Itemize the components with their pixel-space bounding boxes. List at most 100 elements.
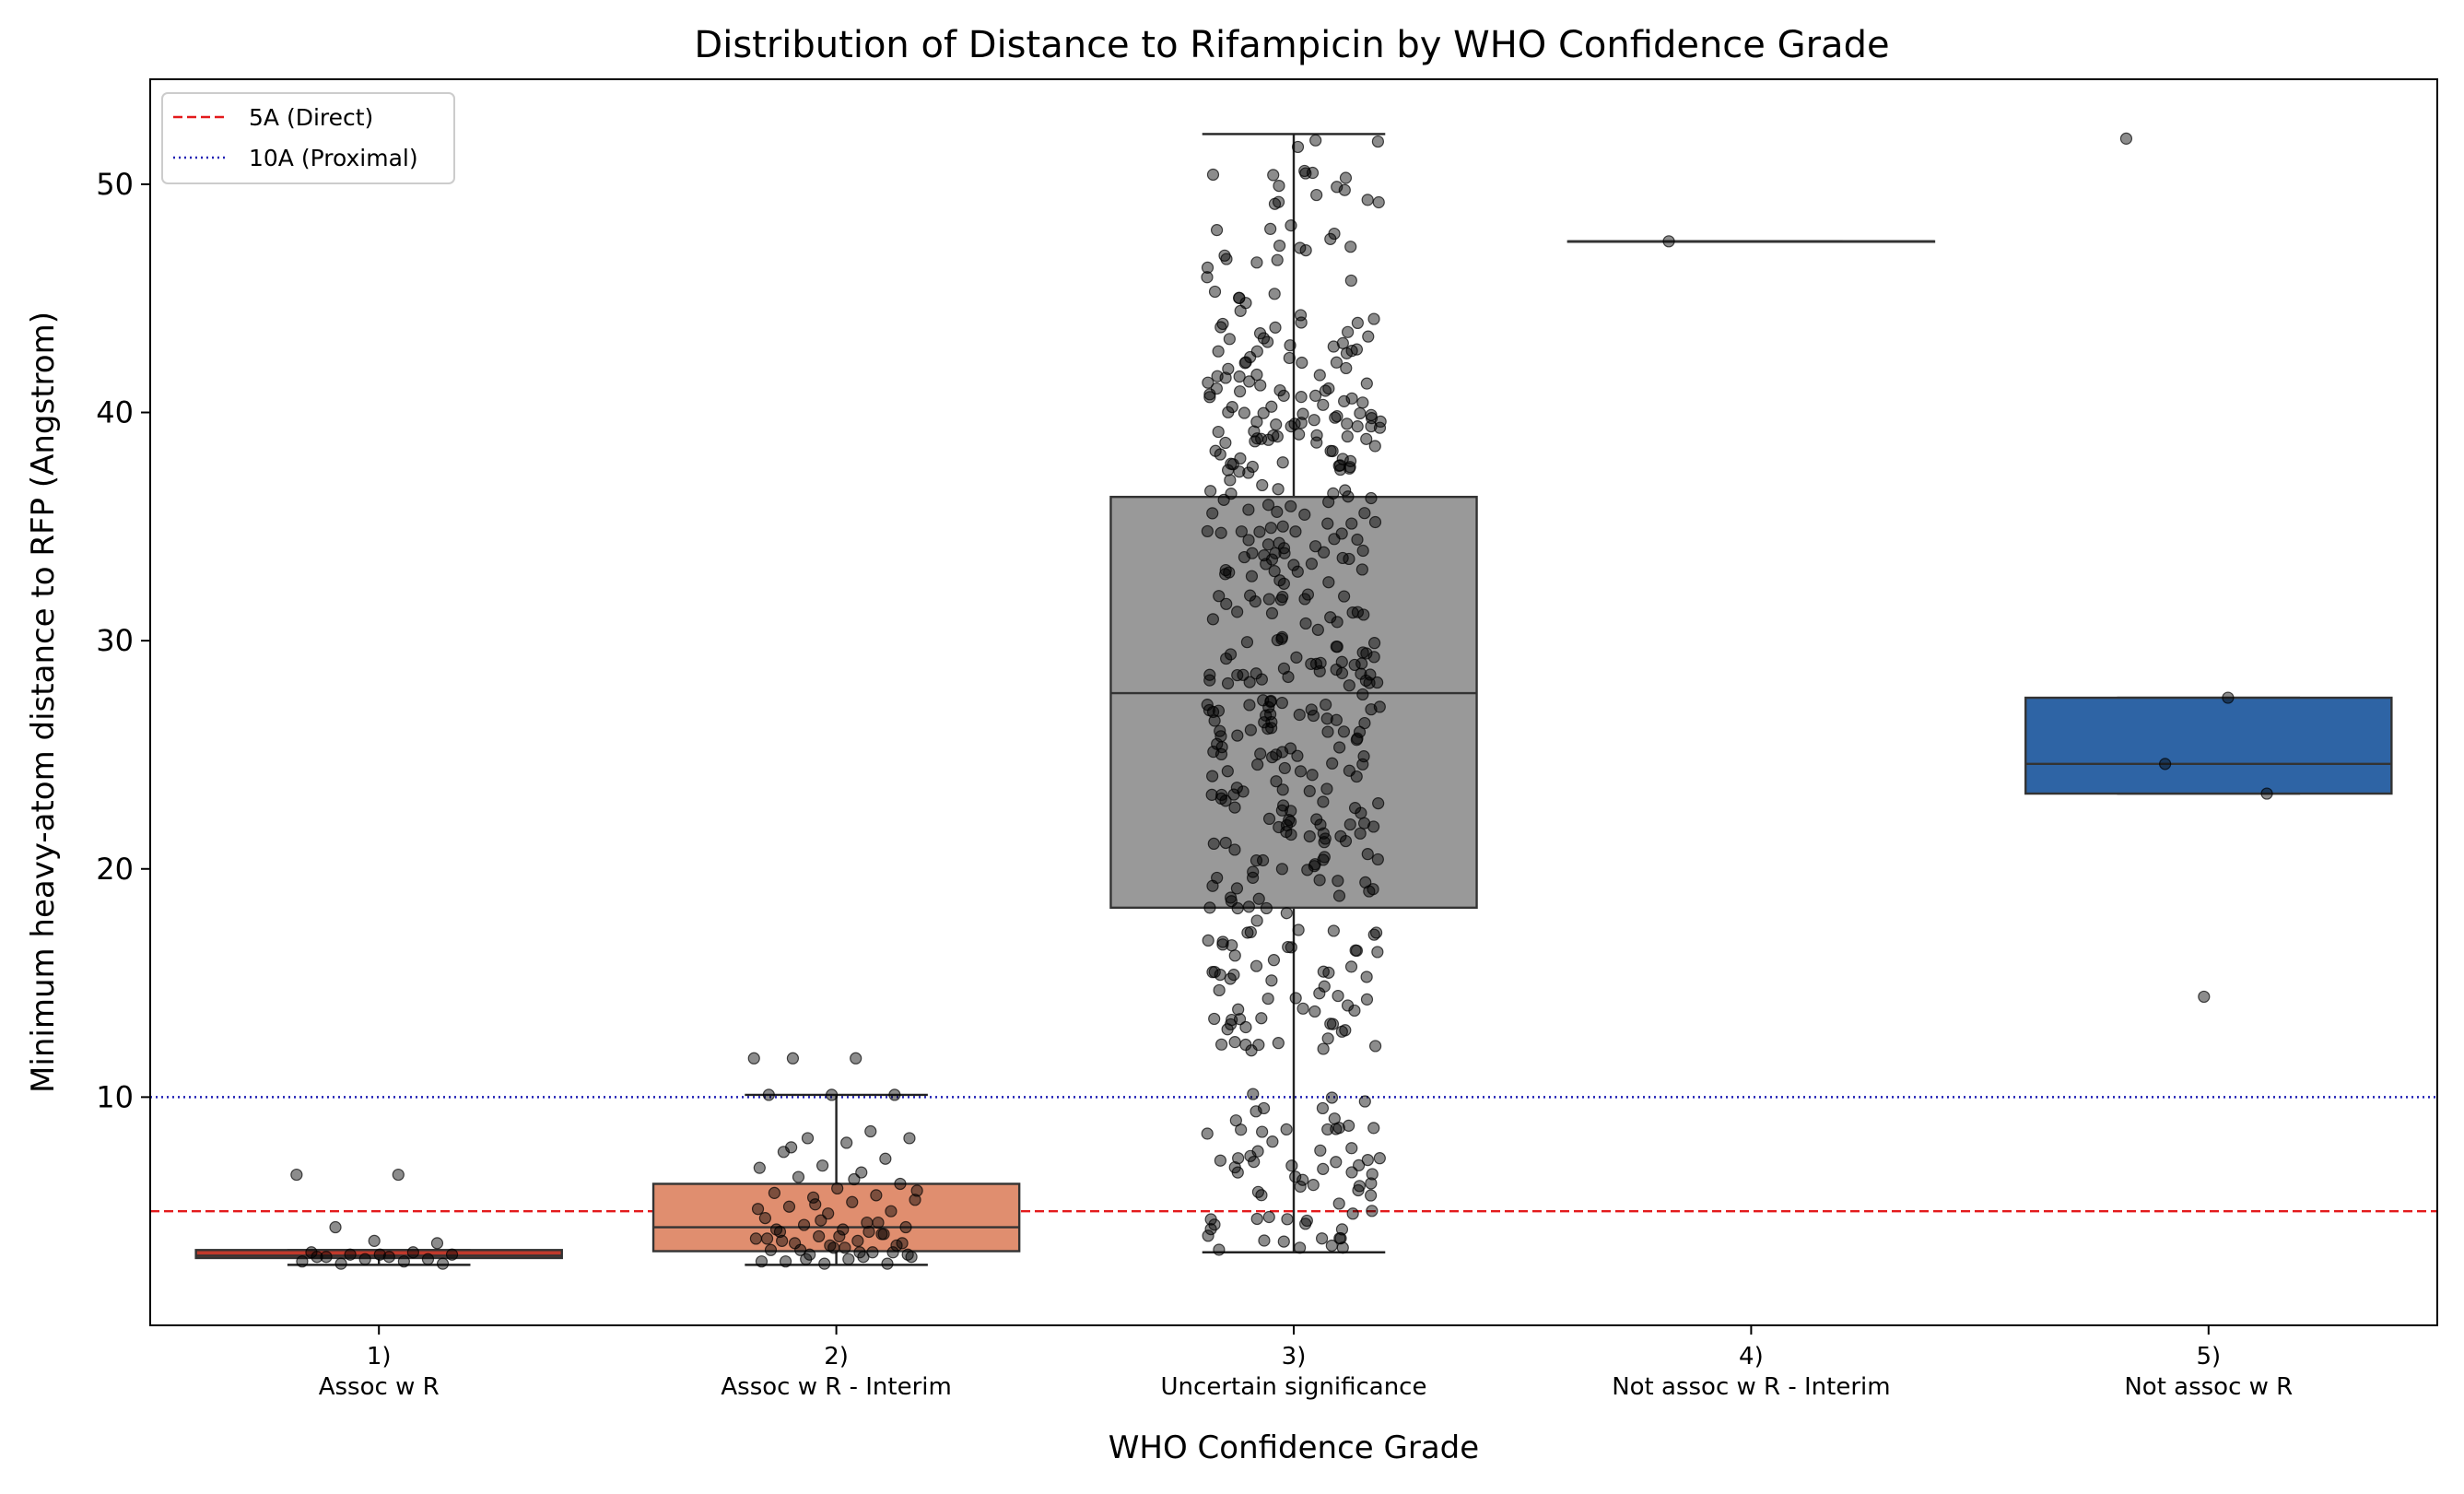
data-point — [1265, 722, 1278, 735]
data-point — [1358, 716, 1371, 730]
data-point — [824, 1239, 837, 1252]
data-point — [1287, 559, 1300, 571]
data-point — [910, 1184, 923, 1197]
box-5 — [2024, 696, 2393, 795]
data-point — [786, 1052, 800, 1065]
data-point — [1205, 788, 1218, 801]
data-point — [1317, 795, 1330, 808]
data-point — [762, 1088, 775, 1101]
points-category-1 — [290, 1168, 459, 1270]
data-point — [1269, 321, 1282, 334]
data-point — [1226, 401, 1238, 414]
data-point — [1310, 188, 1323, 202]
data-point — [1346, 606, 1359, 619]
data-point — [1273, 383, 1286, 397]
data-point — [1202, 1229, 1214, 1242]
data-point — [1326, 757, 1339, 770]
data-point — [1228, 843, 1241, 856]
data-point — [1350, 734, 1363, 747]
data-point — [1309, 134, 1322, 147]
data-point — [1341, 429, 1354, 443]
data-point — [764, 1243, 778, 1256]
data-point — [392, 1168, 405, 1182]
data-point — [1256, 853, 1270, 867]
data-point — [1368, 515, 1382, 529]
legend-label-1: 5A (Direct) — [249, 104, 373, 131]
data-point — [1298, 164, 1311, 178]
data-point — [1294, 1180, 1307, 1194]
data-point — [1268, 565, 1281, 578]
data-point — [1372, 195, 1385, 209]
data-point — [1223, 333, 1236, 346]
data-point — [1212, 425, 1225, 439]
data-point — [1313, 987, 1326, 1000]
data-point — [837, 1223, 850, 1236]
data-point — [1201, 1127, 1214, 1140]
data-point — [1298, 593, 1311, 606]
data-point — [1232, 1003, 1245, 1016]
x-tick-label: 3) — [1282, 1343, 1307, 1370]
data-point — [1260, 558, 1273, 571]
data-point — [1214, 526, 1227, 539]
data-point — [886, 1246, 899, 1259]
data-point — [1331, 181, 1343, 194]
data-point — [1255, 1012, 1268, 1025]
data-point — [1351, 533, 1364, 547]
data-point — [833, 1229, 846, 1243]
data-point — [1354, 827, 1367, 840]
data-point — [1252, 892, 1265, 905]
data-point — [1313, 369, 1326, 382]
data-point — [1261, 992, 1274, 1006]
data-point — [1219, 568, 1232, 581]
data-point — [1239, 1020, 1252, 1034]
data-point — [1332, 889, 1346, 902]
data-point — [776, 1234, 789, 1247]
data-point — [1211, 871, 1224, 885]
box-2 — [651, 1093, 1021, 1266]
data-point — [1235, 1123, 1248, 1136]
data-point — [1213, 1243, 1226, 1256]
box-body — [651, 1182, 1021, 1253]
data-point — [1260, 901, 1273, 915]
data-point — [1230, 782, 1243, 794]
data-point — [406, 1246, 419, 1259]
data-point — [1250, 667, 1262, 680]
data-point — [1246, 547, 1259, 559]
data-point — [1228, 1160, 1241, 1174]
data-point — [1285, 941, 1297, 954]
data-point — [1332, 989, 1344, 1003]
data-point — [1270, 418, 1283, 431]
data-point — [1250, 368, 1263, 382]
data-point — [850, 1052, 862, 1065]
data-point — [1324, 232, 1337, 245]
points-category-3 — [1201, 134, 1387, 1256]
data-point — [1227, 788, 1240, 801]
data-point — [1225, 891, 1238, 904]
data-point — [1275, 696, 1288, 710]
data-point — [1277, 1235, 1290, 1248]
data-point — [1365, 1189, 1378, 1202]
data-point — [1260, 709, 1273, 722]
data-point — [1289, 525, 1302, 538]
data-point — [1201, 699, 1214, 712]
data-point — [1361, 848, 1374, 861]
data-point — [782, 1200, 796, 1213]
data-point — [1339, 171, 1353, 184]
points-category-5 — [2119, 132, 2273, 1004]
data-point — [839, 1241, 851, 1254]
data-point — [1342, 325, 1355, 338]
data-point — [1242, 534, 1255, 547]
data-point — [1283, 351, 1296, 365]
data-point — [1351, 420, 1364, 433]
data-point — [1296, 356, 1308, 370]
data-point — [1207, 837, 1220, 851]
data-point — [1204, 1213, 1217, 1226]
data-point — [1248, 425, 1261, 438]
data-point — [1201, 524, 1214, 538]
data-point — [1282, 940, 1295, 954]
data-point — [1350, 343, 1364, 356]
data-point — [1365, 491, 1378, 505]
data-point — [797, 1218, 811, 1231]
data-point — [1310, 429, 1323, 441]
data-point — [1220, 652, 1233, 665]
